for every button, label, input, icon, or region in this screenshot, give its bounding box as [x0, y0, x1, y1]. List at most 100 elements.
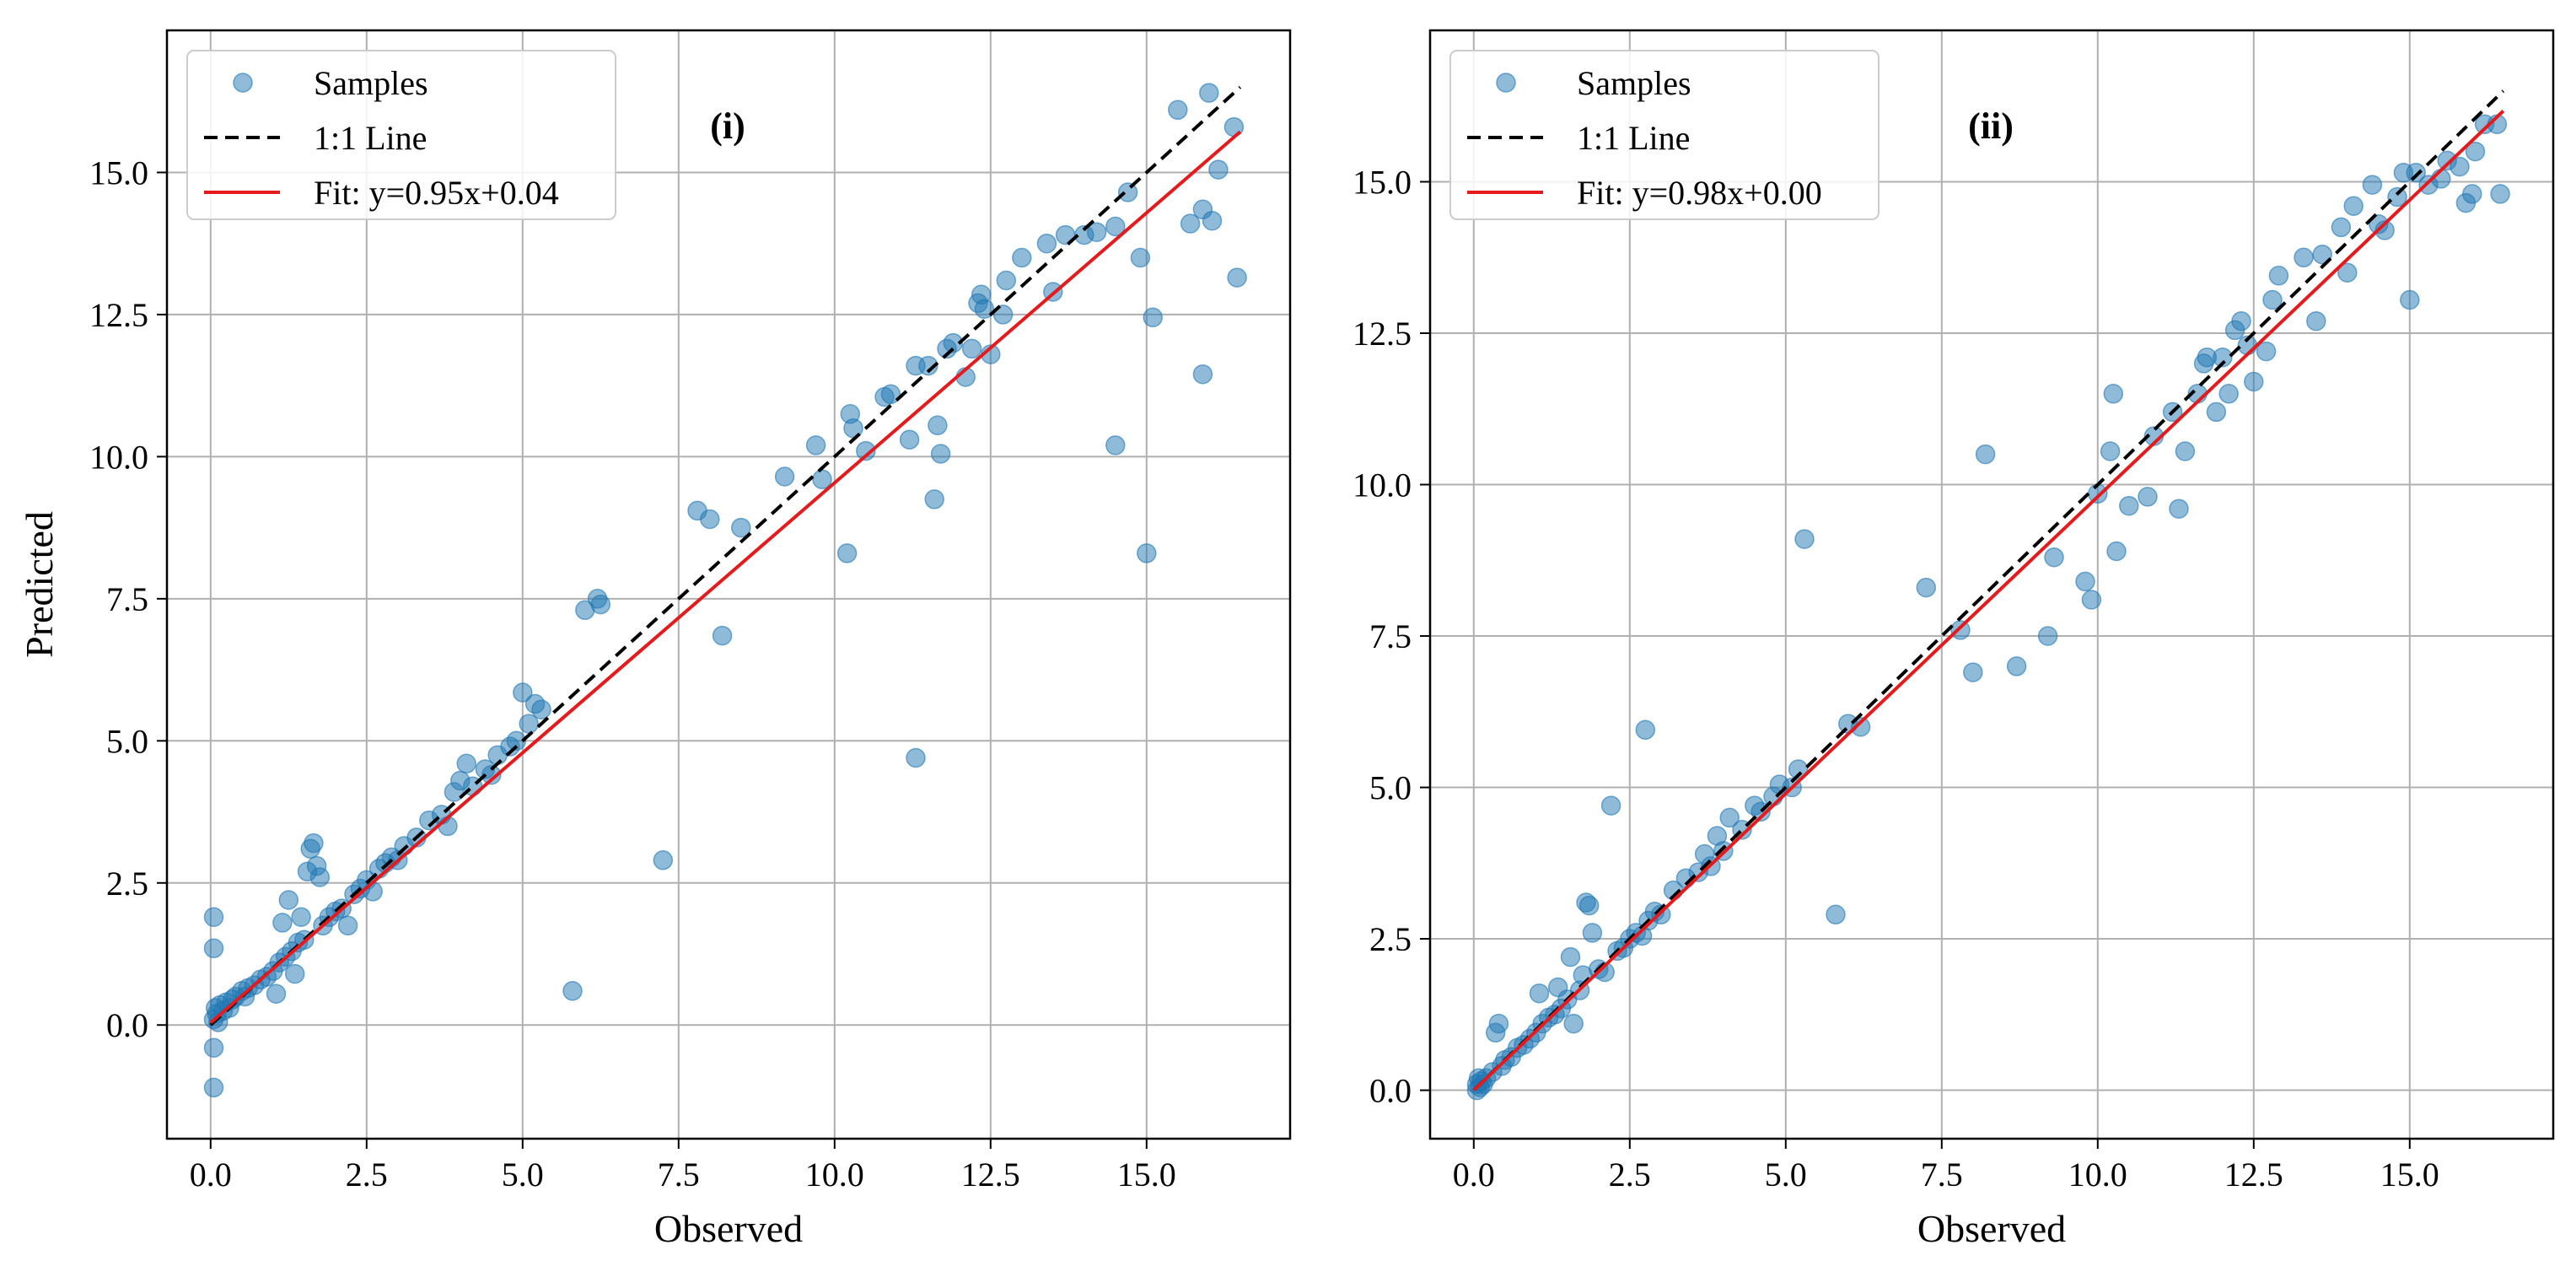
- y-tick-label: 5.0: [1369, 769, 1412, 807]
- y-tick-label: 10.0: [1353, 466, 1412, 504]
- sample-point: [2312, 244, 2332, 265]
- legend-marker-samples-i: [233, 73, 253, 93]
- sample-point: [2244, 371, 2264, 392]
- reference-lines-ii: [1472, 89, 2505, 1092]
- panel-label-ii: (ii): [1968, 105, 2014, 147]
- sample-point: [2138, 487, 2158, 507]
- sample-point: [1036, 233, 1057, 254]
- x-axis-ticks-ii: 0.0 2.5 5.0 7.5 10.0 12.5 15.0: [1453, 1139, 2439, 1194]
- sample-point: [2306, 310, 2326, 331]
- legend-label-identity-i: 1:1 Line: [314, 119, 427, 157]
- legend-label-identity-ii: 1:1 Line: [1577, 119, 1690, 157]
- sample-point: [836, 543, 858, 563]
- sample-point: [1117, 182, 1138, 202]
- sample-point: [2331, 217, 2352, 238]
- sample-point: [2400, 289, 2420, 310]
- sample-point: [2465, 141, 2486, 162]
- sample-point: [1086, 222, 1107, 242]
- sample-point: [924, 489, 944, 509]
- sample-point: [590, 594, 611, 615]
- plot-frame-ii: [1428, 29, 2555, 1140]
- sample-point: [805, 435, 826, 455]
- y-axis-ticks-ii: 0.0 2.5 5.0 7.5 10.0 12.5 15.0: [1353, 164, 1430, 1110]
- identity-line: [209, 85, 1242, 1027]
- x-tick-label: 10.0: [805, 1156, 864, 1194]
- sample-point: [856, 440, 876, 461]
- sample-point: [2169, 498, 2189, 519]
- legend-label-fit-ii: Fit: y=0.98x+0.00: [1577, 174, 1822, 212]
- x-axis-label-i: Observed: [654, 1207, 803, 1250]
- sample-point: [1168, 100, 1188, 121]
- fit-line: [1472, 110, 2505, 1092]
- sample-point: [2088, 483, 2108, 504]
- x-tick-label: 0.0: [190, 1156, 232, 1194]
- sample-point: [1529, 983, 1550, 1004]
- y-tick-label: 12.5: [1353, 315, 1412, 353]
- sample-point: [291, 907, 311, 927]
- sample-point: [961, 338, 982, 359]
- x-axis-ticks-i: 0.0 2.5 5.0 7.5 10.0 12.5 15.0: [190, 1139, 1176, 1194]
- sample-point: [1199, 83, 1219, 103]
- legend-label-samples-i: Samples: [314, 64, 428, 102]
- x-tick-label: 2.5: [346, 1156, 388, 1194]
- sample-point: [2406, 162, 2426, 183]
- sample-point: [1192, 364, 1213, 385]
- sample-point: [2213, 347, 2233, 368]
- x-tick-label: 5.0: [1765, 1156, 1807, 1194]
- sample-point: [880, 384, 901, 405]
- sample-point: [2387, 186, 2407, 207]
- scatter-panel-ii: 0.0 2.5 5.0 7.5 10.0 12.5 15.0 0.0 2.5 5.0 7.5 10.…: [1353, 29, 2555, 1250]
- y-axis-label-i: Predicted: [18, 511, 61, 658]
- x-tick-label: 7.5: [1921, 1156, 1963, 1194]
- sample-point: [774, 466, 795, 487]
- sample-point: [2462, 184, 2482, 204]
- sample-point: [1963, 662, 1983, 682]
- sample-point: [1560, 946, 1581, 967]
- sample-point: [2343, 196, 2364, 216]
- sample-point: [1488, 1013, 1509, 1034]
- x-tick-label: 5.0: [502, 1156, 544, 1194]
- sample-point: [304, 833, 324, 854]
- x-tick-label: 12.5: [2224, 1156, 2283, 1194]
- sample-point: [1975, 444, 1996, 465]
- sample-point: [1137, 543, 1157, 563]
- sample-point: [1719, 807, 1740, 828]
- sample-point: [1582, 923, 1603, 943]
- sample-point: [2256, 341, 2277, 362]
- sample-point: [2294, 247, 2314, 268]
- legend-label-samples-ii: Samples: [1577, 64, 1691, 102]
- plot-frame-i: [165, 29, 1292, 1140]
- legend-i: Samples 1:1 Line Fit: y=0.95x+0.04: [186, 50, 616, 220]
- sample-point: [2175, 441, 2196, 461]
- scatter-panel-i: 0.0 2.5 5.0 7.5 10.0 12.5 15.0 0.0 2.5 5.0 7.5 10.…: [18, 29, 1292, 1250]
- sample-point: [2044, 547, 2064, 568]
- sample-point: [1916, 577, 1937, 598]
- sample-point: [266, 983, 287, 1004]
- y-tick-label: 0.0: [106, 1006, 148, 1044]
- sample-point: [1130, 247, 1151, 268]
- y-tick-label: 2.5: [1369, 920, 1412, 958]
- sample-point: [1600, 795, 1621, 816]
- sample-point: [2081, 590, 2102, 610]
- x-tick-label: 15.0: [2380, 1156, 2439, 1194]
- sample-point: [1850, 716, 1871, 737]
- y-tick-label: 0.0: [1369, 1072, 1412, 1110]
- sample-point: [1635, 719, 1656, 741]
- sample-point: [974, 299, 995, 319]
- x-tick-label: 10.0: [2068, 1156, 2127, 1194]
- sample-point: [1180, 213, 1201, 234]
- sample-point: [562, 981, 583, 1001]
- y-tick-label: 15.0: [1353, 164, 1412, 202]
- sample-point: [1143, 307, 1163, 328]
- sample-point: [2362, 175, 2383, 195]
- sample-point: [1105, 216, 1126, 237]
- sample-point: [278, 890, 299, 910]
- sample-point: [2100, 441, 2121, 461]
- sample-point: [996, 270, 1017, 291]
- sample-point: [1826, 904, 1846, 925]
- panel-label-i: (i): [710, 105, 745, 147]
- sample-point: [2268, 266, 2289, 286]
- sample-point: [272, 913, 293, 933]
- sample-point: [203, 1037, 224, 1058]
